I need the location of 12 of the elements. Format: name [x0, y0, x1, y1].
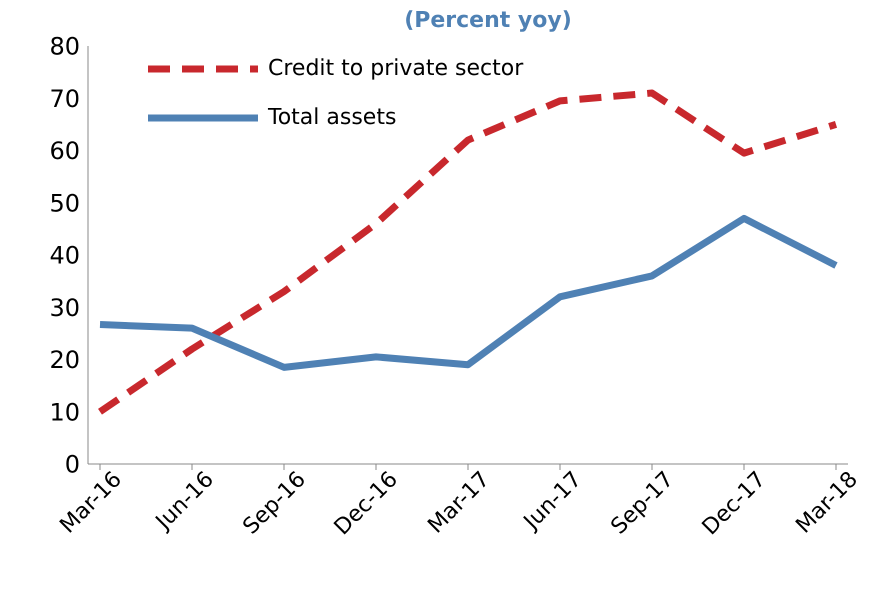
- y-tick-label: 40: [49, 242, 80, 270]
- chart-subtitle: (Percent yoy): [404, 8, 572, 33]
- y-tick-label: 80: [49, 32, 80, 61]
- y-tick-label: 10: [49, 398, 80, 426]
- legend-label: Credit to private sector: [268, 56, 524, 81]
- y-tick-label: 70: [49, 84, 80, 113]
- y-tick-label: 60: [49, 137, 80, 166]
- y-tick-label: 0: [64, 450, 80, 479]
- legend-label: Total assets: [268, 105, 396, 130]
- y-tick-label: 30: [49, 294, 80, 322]
- y-tick-label: 50: [49, 189, 80, 218]
- y-tick-label: 20: [49, 346, 80, 374]
